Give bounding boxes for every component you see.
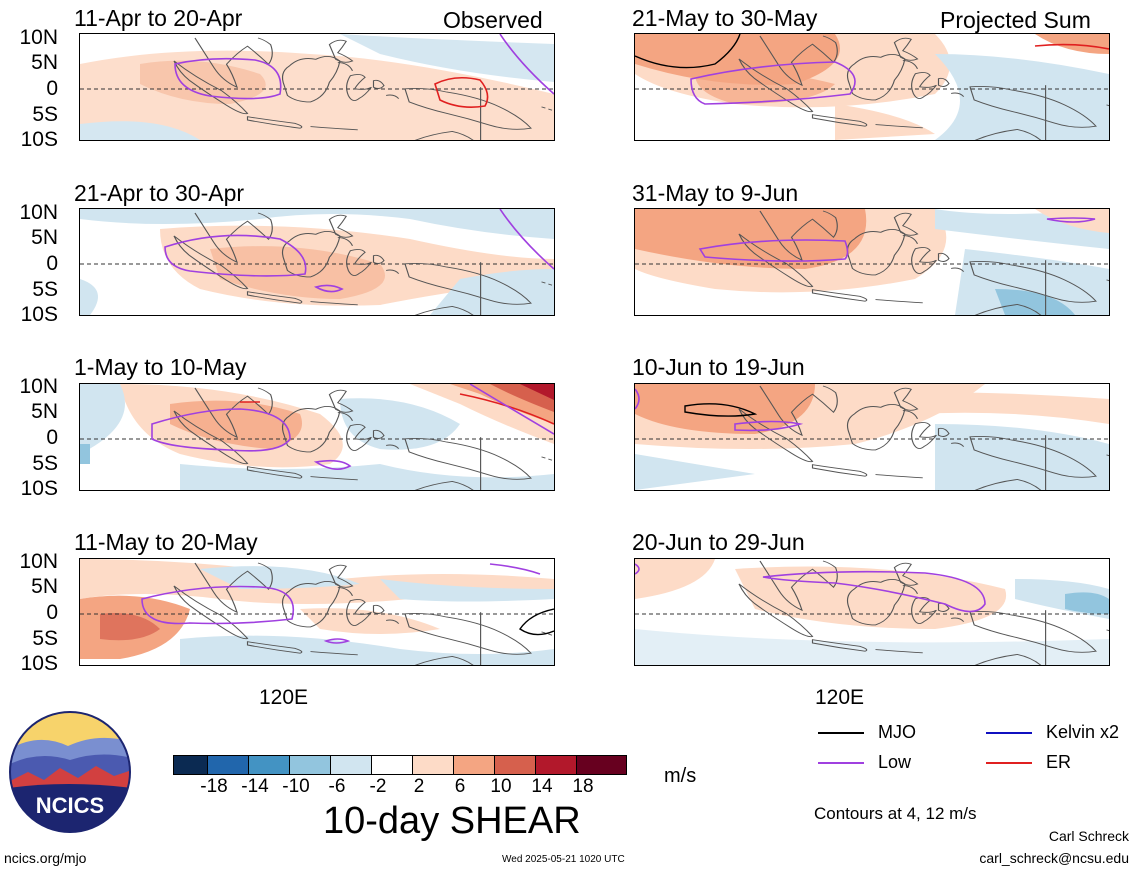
panel-title-6: 31-May to 9-Jun	[632, 180, 799, 206]
lon-label-left: 120E	[259, 686, 309, 709]
ytick: 5N	[31, 575, 58, 598]
site-link[interactable]: ncics.org/mjo	[4, 850, 87, 866]
legend: MJO Kelvin x2 Low ER	[810, 720, 1130, 800]
colorbar-label: -2	[369, 776, 387, 797]
map-panel-4	[79, 558, 555, 666]
legend-label-low: Low	[878, 752, 912, 772]
map-panel-2	[79, 208, 555, 316]
colorbar-labels: -18 -14 -10 -6 -2 2 6 10 14 18	[173, 776, 625, 800]
ytick: 10N	[19, 375, 58, 398]
colorbar-label: -14	[241, 776, 269, 797]
colorbar-label: 10	[490, 776, 512, 797]
colorbar-cell	[174, 756, 208, 774]
panel-title-4: 11-May to 20-May	[74, 529, 258, 555]
colorbar-label: 6	[454, 776, 466, 797]
ytick: 10N	[19, 550, 58, 573]
colorbar-cell	[331, 756, 372, 774]
projected-label: Projected Sum	[940, 7, 1091, 33]
ytick: 10S	[20, 303, 58, 326]
legend-label-er: ER	[1046, 752, 1072, 772]
ytick: 5S	[32, 278, 58, 301]
ytick: 0	[46, 426, 58, 449]
colorbar-cell	[536, 756, 577, 774]
ytick: 10S	[20, 128, 58, 151]
units-label: m/s	[664, 765, 697, 787]
colorbar-label: 2	[413, 776, 425, 797]
legend-swatch-mjo	[818, 732, 864, 734]
ncics-logo: NCICS	[8, 710, 132, 834]
ytick: 0	[46, 601, 58, 624]
main-title: 10-day SHEAR	[323, 800, 581, 842]
map-panel-8	[634, 558, 1110, 666]
author-email: carl_schreck@ncsu.edu	[979, 850, 1129, 866]
map-panel-3	[79, 383, 555, 491]
legend-swatch-er	[986, 762, 1032, 764]
map-panel-1	[79, 33, 555, 141]
ytick: 5N	[31, 400, 58, 423]
colorbar-cell	[208, 756, 249, 774]
panel-title-2: 21-Apr to 30-Apr	[74, 180, 245, 206]
panel-title-8: 20-Jun to 29-Jun	[632, 529, 805, 555]
ytick: 5N	[31, 226, 58, 249]
colorbar-cell	[413, 756, 454, 774]
panel-title-1: 11-Apr to 20-Apr	[74, 5, 243, 31]
map-panel-5	[634, 33, 1110, 141]
logo-text: NCICS	[36, 793, 104, 818]
ytick: 10N	[19, 201, 58, 224]
ytick: 0	[46, 252, 58, 275]
legend-label-mjo: MJO	[878, 722, 916, 742]
ytick: 5S	[32, 452, 58, 475]
timestamp: Wed 2025-05-21 1020 UTC	[502, 854, 625, 865]
colorbar-cell	[290, 756, 331, 774]
ytick: 10S	[20, 477, 58, 500]
colorbar-cell	[454, 756, 495, 774]
ytick: 10N	[19, 26, 58, 49]
colorbar	[173, 755, 627, 775]
colorbar-label: 14	[531, 776, 553, 797]
colorbar-cell	[495, 756, 536, 774]
colorbar-label: -18	[200, 776, 228, 797]
ytick: 10S	[20, 652, 58, 675]
map-panel-6	[634, 208, 1110, 316]
panel-title-5: 21-May to 30-May	[632, 5, 818, 31]
author-name: Carl Schreck	[1048, 828, 1129, 844]
panel-title-3: 1-May to 10-May	[74, 354, 247, 380]
colorbar-label: -10	[282, 776, 310, 797]
ytick: 5N	[31, 51, 58, 74]
colorbar-cell	[372, 756, 413, 774]
legend-label-kelvin: Kelvin x2	[1046, 722, 1120, 742]
panel-title-7: 10-Jun to 19-Jun	[632, 354, 805, 380]
contours-note: Contours at 4, 12 m/s	[814, 804, 977, 823]
ytick: 0	[46, 77, 58, 100]
colorbar-label: -6	[328, 776, 346, 797]
ytick: 5S	[32, 627, 58, 650]
colorbar-cell	[249, 756, 290, 774]
lon-label-right: 120E	[815, 686, 865, 709]
ytick: 5S	[32, 103, 58, 126]
colorbar-label: 18	[572, 776, 594, 797]
observed-label: Observed	[443, 7, 543, 33]
legend-swatch-kelvin	[986, 732, 1032, 734]
colorbar-cell	[577, 756, 626, 774]
map-panel-7	[634, 383, 1110, 491]
legend-swatch-low	[818, 762, 864, 764]
